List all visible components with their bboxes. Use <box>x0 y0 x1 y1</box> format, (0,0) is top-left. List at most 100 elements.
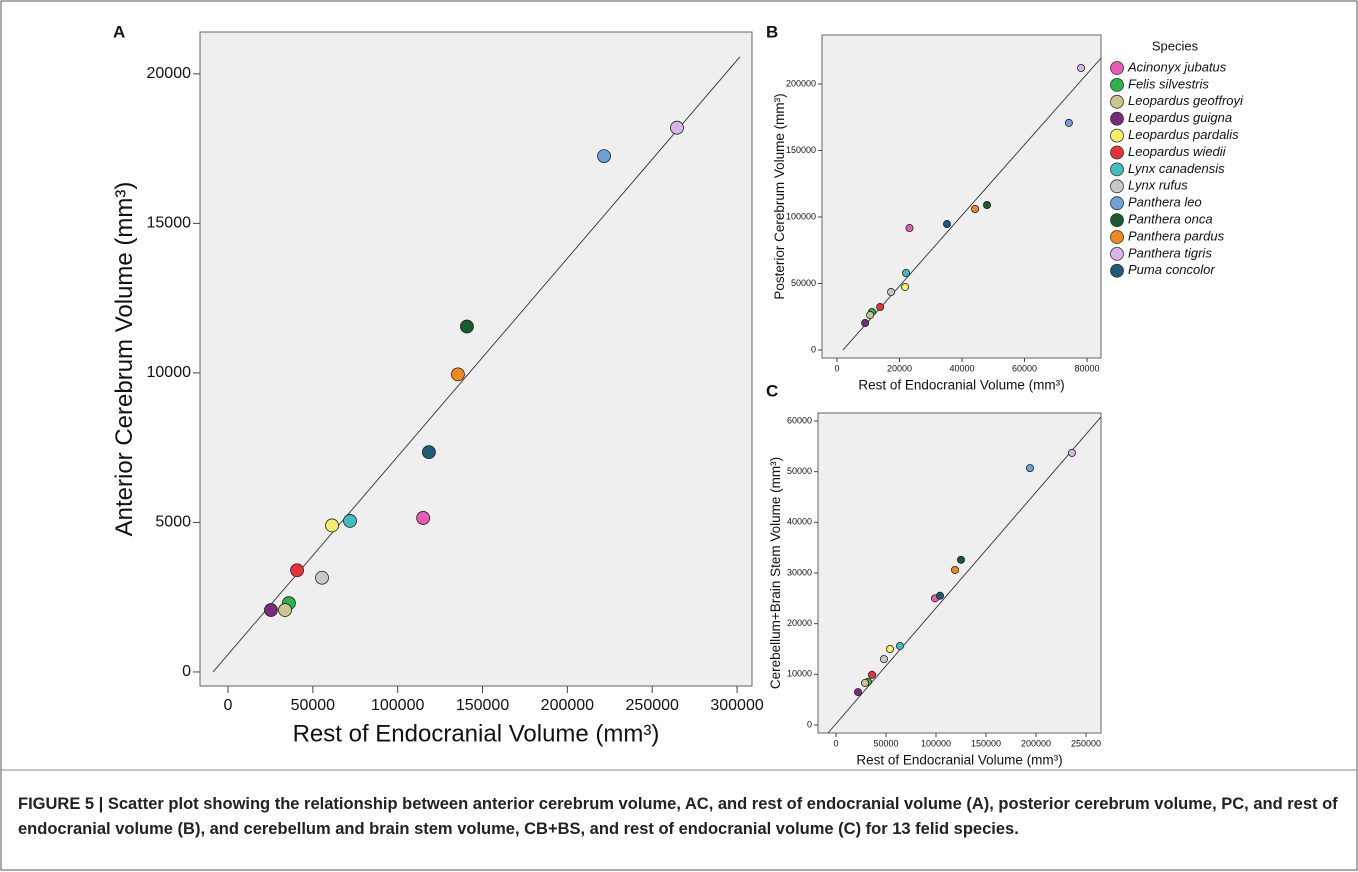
y-tick-label: 5000 <box>155 514 191 531</box>
y-axis-label: Anterior Cerebrum Volume (mm³) <box>111 182 138 537</box>
y-tick-label: 0 <box>182 663 191 680</box>
x-tick-label: 250000 <box>1071 739 1101 749</box>
y-tick-label: 50000 <box>787 466 812 476</box>
legend-label: Puma concolor <box>1128 262 1215 277</box>
point <box>943 220 952 229</box>
legend-swatch <box>1110 128 1124 143</box>
point <box>861 678 870 687</box>
legend-label: Panthera pardus <box>1128 228 1225 243</box>
legend-label: Panthera onca <box>1128 212 1213 227</box>
point <box>315 570 329 585</box>
x-axis-label: Rest of Endocranial Volume (mm³) <box>858 377 1064 392</box>
point <box>876 303 885 312</box>
y-tick-label: 10000 <box>147 364 192 381</box>
point <box>868 670 877 679</box>
legend-label: Acinonyx jubatus <box>1127 59 1227 74</box>
y-tick-label: 10000 <box>787 669 812 679</box>
fit-line <box>827 416 1101 733</box>
point <box>957 555 966 564</box>
y-tick-label: 20000 <box>787 618 812 628</box>
x-tick-label: 20000 <box>887 364 912 374</box>
point <box>1026 464 1035 473</box>
x-tick-label: 150000 <box>971 739 1001 749</box>
y-tick-label: 15000 <box>147 215 192 232</box>
x-tick-label: 150000 <box>456 697 509 714</box>
x-tick-label: 40000 <box>949 364 974 374</box>
plot-area <box>817 412 1102 734</box>
caption: FIGURE 5 | Scatter plot showing the rela… <box>18 795 1338 838</box>
point <box>861 319 870 328</box>
x-tick-label: 100000 <box>921 739 951 749</box>
point <box>290 563 304 578</box>
x-axis-label: Rest of Endocranial Volume (mm³) <box>293 721 660 748</box>
point <box>886 644 895 653</box>
legend-swatch <box>1110 78 1124 92</box>
point <box>1064 118 1073 127</box>
point <box>880 655 889 664</box>
legend-label: Leopardus geoffroyi <box>1128 93 1244 108</box>
y-tick-label: 50000 <box>791 278 816 288</box>
panel-label: B <box>766 22 778 41</box>
point <box>866 311 875 320</box>
x-tick-label: 0 <box>834 364 839 374</box>
y-tick-label: 200000 <box>786 78 816 88</box>
x-tick-label: 250000 <box>626 697 679 714</box>
point <box>983 201 992 210</box>
plot-area <box>821 34 1102 359</box>
point <box>854 688 863 697</box>
y-tick-label: 30000 <box>787 567 812 577</box>
y-tick-label: 60000 <box>787 415 812 425</box>
x-tick-label: 80000 <box>1074 364 1099 374</box>
y-axis-label: Posterior Cerebrum Volume (mm³) <box>772 93 787 299</box>
legend-swatch <box>1110 94 1124 109</box>
point <box>936 591 945 600</box>
x-tick-label: 60000 <box>1012 364 1037 374</box>
legend-title: Species <box>1152 38 1199 53</box>
legend-swatch <box>1110 196 1124 211</box>
point <box>416 511 431 525</box>
y-axis-label: Cerebellum+Brain Stem Volume (mm³) <box>768 457 783 689</box>
point <box>343 514 357 528</box>
legend-label: Felis silvestris <box>1128 76 1209 91</box>
point <box>264 603 278 617</box>
point <box>971 205 980 214</box>
y-tick-label: 0 <box>811 344 816 354</box>
point <box>422 445 436 460</box>
legend-label: Leopardus pardalis <box>1128 127 1239 142</box>
y-tick-label: 40000 <box>787 517 812 527</box>
legend-swatch <box>1110 179 1124 194</box>
point <box>951 565 960 574</box>
point <box>460 319 474 334</box>
point <box>1077 63 1086 72</box>
y-tick-label: 20000 <box>147 65 192 82</box>
legend-label: Panthera tigris <box>1128 245 1212 260</box>
point <box>902 268 911 277</box>
legend-swatch <box>1110 145 1124 160</box>
point <box>451 367 465 382</box>
panel-label: A <box>113 22 125 41</box>
legend-label: Leopardus wiedii <box>1128 144 1227 159</box>
y-tick-label: 150000 <box>786 145 816 155</box>
legend-label: Lynx rufus <box>1128 178 1188 193</box>
point <box>905 224 914 233</box>
point <box>887 288 896 297</box>
point <box>278 603 292 617</box>
fit-line <box>842 57 1101 351</box>
legend-swatch <box>1110 213 1124 228</box>
x-tick-label: 50000 <box>873 739 898 749</box>
legend-swatch <box>1110 111 1124 126</box>
x-axis-label: Rest of Endocranial Volume (mm³) <box>856 752 1062 767</box>
point <box>896 641 905 650</box>
x-tick-label: 200000 <box>1021 739 1051 749</box>
point <box>597 149 611 164</box>
legend-swatch <box>1110 162 1124 177</box>
legend-swatch <box>1110 230 1124 244</box>
x-tick-label: 50000 <box>291 697 336 714</box>
legend-swatch <box>1110 61 1124 75</box>
legend-label: Lynx canadensis <box>1128 161 1225 176</box>
point <box>1068 448 1077 457</box>
legend-label: Panthera leo <box>1128 195 1202 210</box>
legend-label: Leopardus guigna <box>1128 110 1232 125</box>
